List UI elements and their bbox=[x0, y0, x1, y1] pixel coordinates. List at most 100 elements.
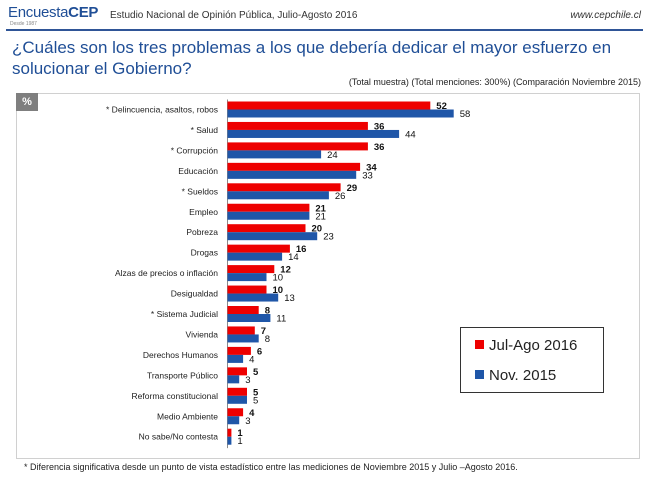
data-label: 16 bbox=[296, 244, 307, 255]
bar-nov-2015 bbox=[227, 211, 310, 220]
data-label: 4 bbox=[249, 354, 254, 365]
category-label: * Sueldos bbox=[182, 186, 218, 196]
category-label: Pobreza bbox=[186, 227, 218, 237]
data-label: 8 bbox=[265, 306, 270, 317]
bar-nov-2015 bbox=[227, 314, 271, 322]
logo-bold-text: CEP bbox=[68, 4, 99, 21]
data-label: 5 bbox=[253, 395, 258, 406]
data-label: 3 bbox=[245, 375, 250, 386]
category-label: * Sistema Judicial bbox=[151, 309, 218, 319]
bar-nov-2015 bbox=[227, 395, 247, 404]
data-label: 12 bbox=[280, 265, 291, 276]
legend-swatch-series1 bbox=[475, 340, 484, 349]
category-label: No sabe/No contesta bbox=[139, 432, 219, 442]
data-label: 1 bbox=[237, 428, 243, 439]
bar-jul-ago-2016 bbox=[227, 408, 244, 417]
bar-jul-ago-2016 bbox=[227, 285, 267, 294]
data-label: 4 bbox=[249, 408, 255, 419]
data-label: 23 bbox=[323, 232, 334, 243]
data-label: 34 bbox=[366, 162, 377, 173]
question-title: ¿Cuáles son los tres problemas a los que… bbox=[12, 38, 612, 78]
data-label: 3 bbox=[245, 416, 250, 427]
data-label: 1 bbox=[237, 436, 242, 447]
data-label: 10 bbox=[273, 285, 284, 296]
footnote: * Diferencia significativa desde un punt… bbox=[24, 462, 518, 472]
data-label: 29 bbox=[347, 183, 358, 194]
legend-label-series1: Jul-Ago 2016 bbox=[489, 337, 578, 354]
category-label: * Corrupción bbox=[171, 145, 219, 155]
legend-swatch-series2 bbox=[475, 370, 484, 379]
legend-item-series2: Nov. 2015 bbox=[475, 367, 556, 385]
category-label: Derechos Humanos bbox=[143, 350, 218, 360]
bar-nov-2015 bbox=[227, 273, 267, 282]
bar-nov-2015 bbox=[227, 150, 322, 159]
data-label: 13 bbox=[284, 293, 295, 304]
bar-nov-2015 bbox=[227, 170, 357, 179]
sample-note: (Total muestra) (Total menciones: 300%) … bbox=[348, 77, 641, 87]
header-divider bbox=[6, 29, 643, 31]
bar-jul-ago-2016 bbox=[227, 326, 255, 335]
bar-jul-ago-2016 bbox=[227, 101, 431, 110]
data-label: 7 bbox=[261, 326, 266, 337]
bar-nov-2015 bbox=[227, 334, 259, 343]
bar-nov-2015 bbox=[227, 293, 279, 302]
bar-jul-ago-2016 bbox=[227, 367, 247, 376]
data-label: 5 bbox=[253, 387, 259, 398]
data-label: 11 bbox=[276, 314, 286, 325]
data-label: 36 bbox=[374, 121, 385, 132]
bar-nov-2015 bbox=[227, 436, 232, 445]
bar-nov-2015 bbox=[227, 416, 240, 425]
category-label: Reforma constitucional bbox=[132, 391, 219, 401]
legend-item-series1: Jul-Ago 2016 bbox=[475, 337, 577, 355]
category-label: * Delincuencia, asaltos, robos bbox=[106, 105, 218, 115]
data-label: 20 bbox=[312, 224, 323, 235]
bar-nov-2015 bbox=[227, 354, 244, 363]
bar-nov-2015 bbox=[227, 109, 454, 118]
website-url: www.cepchile.cl bbox=[570, 10, 641, 21]
data-label: 5 bbox=[253, 367, 259, 378]
bar-jul-ago-2016 bbox=[227, 265, 275, 274]
bar-nov-2015 bbox=[227, 191, 329, 200]
category-label: Transporte Público bbox=[147, 370, 218, 380]
bar-jul-ago-2016 bbox=[227, 387, 247, 396]
header: EncuestaCEP Desde 1987 Estudio Nacional … bbox=[0, 0, 649, 32]
data-label: 36 bbox=[374, 142, 385, 153]
chart-legend: Jul-Ago 2016 Nov. 2015 bbox=[460, 327, 604, 393]
bar-nov-2015 bbox=[227, 252, 283, 261]
data-label: 44 bbox=[405, 129, 416, 140]
bar-jul-ago-2016 bbox=[227, 306, 259, 314]
category-label: Alzas de precios o inflación bbox=[115, 268, 218, 278]
category-label: Empleo bbox=[189, 207, 218, 217]
data-label: 52 bbox=[436, 101, 447, 112]
logo: EncuestaCEP bbox=[8, 4, 98, 21]
data-label: 21 bbox=[315, 203, 326, 214]
survey-title: Estudio Nacional de Opinión Pública, Jul… bbox=[110, 10, 358, 21]
category-label: Desigualdad bbox=[171, 289, 219, 299]
bar-jul-ago-2016 bbox=[227, 346, 251, 355]
data-label: 58 bbox=[460, 109, 471, 120]
bar-jul-ago-2016 bbox=[227, 183, 341, 192]
data-label: 10 bbox=[273, 273, 284, 284]
data-label: 6 bbox=[257, 346, 262, 357]
bar-jul-ago-2016 bbox=[227, 142, 368, 151]
bar-jul-ago-2016 bbox=[227, 224, 306, 233]
category-label: Vivienda bbox=[186, 329, 219, 339]
data-label: 8 bbox=[265, 334, 270, 345]
bar-nov-2015 bbox=[227, 129, 400, 138]
bar-jul-ago-2016 bbox=[227, 162, 361, 171]
category-label: Drogas bbox=[191, 248, 218, 258]
data-label: 33 bbox=[362, 170, 373, 181]
percent-badge: % bbox=[16, 93, 38, 111]
logo-light-text: Encuesta bbox=[8, 4, 69, 21]
data-label: 21 bbox=[315, 211, 326, 222]
logo-subtitle: Desde 1987 bbox=[10, 21, 37, 27]
legend-label-series2: Nov. 2015 bbox=[489, 367, 557, 384]
category-label: Educación bbox=[178, 166, 218, 176]
bar-jul-ago-2016 bbox=[227, 121, 368, 130]
data-label: 14 bbox=[288, 252, 299, 263]
chart-panel bbox=[16, 93, 640, 459]
bar-nov-2015 bbox=[227, 232, 318, 241]
category-label: * Salud bbox=[191, 125, 219, 135]
category-label: Medio Ambiente bbox=[157, 411, 218, 421]
